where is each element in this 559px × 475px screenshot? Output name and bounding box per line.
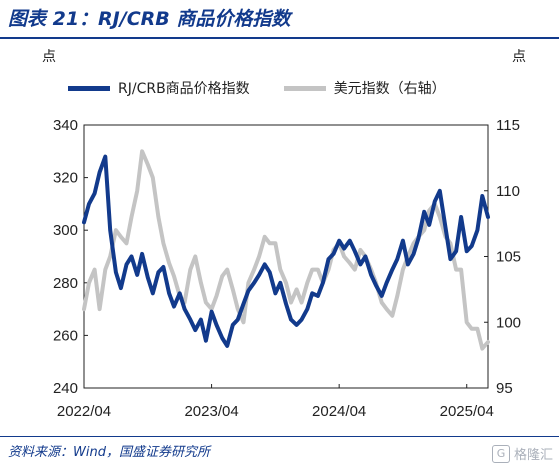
legend-swatch-crb [68, 85, 110, 91]
left-axis-tick-label: 340 [53, 117, 78, 134]
right-axis-tick-label: 105 [496, 249, 521, 266]
left-axis-tick-label: 240 [53, 380, 78, 397]
g-logo-icon: G [491, 444, 510, 463]
watermark: G 格隆汇 [491, 444, 553, 463]
x-axis-tick-label: 2025/04 [440, 403, 494, 420]
left-axis-tick-label: 260 [53, 327, 78, 344]
x-axis-tick-label: 2022/04 [57, 403, 111, 420]
right-axis-tick-label: 100 [496, 314, 521, 331]
left-axis-tick-label: 320 [53, 170, 78, 187]
right-axis-tick-label: 115 [496, 117, 520, 134]
left-axis-tick-label: 280 [53, 275, 78, 292]
left-axis-tick-label: 300 [53, 222, 78, 239]
legend-label-dxy: 美元指数（右轴） [333, 81, 446, 97]
source-note: 资料来源：Wind，国盛证券研究所 [8, 445, 210, 460]
watermark-text: 格隆汇 [513, 448, 553, 463]
x-axis-tick-label: 2024/04 [312, 403, 366, 420]
right-axis-tick-label: 110 [496, 183, 520, 200]
series-line-dxy [82, 149, 490, 351]
left-axis-unit: 点 [42, 49, 56, 65]
right-axis-unit: 点 [512, 49, 526, 65]
legend: RJ/CRB商品价格指数 美元指数（右轴） [68, 78, 480, 98]
legend-item-dxy: 美元指数（右轴） [283, 78, 446, 98]
title-rule [0, 37, 559, 39]
x-axis-tick-label: 2023/04 [184, 403, 238, 420]
legend-item-crb: RJ/CRB商品价格指数 [68, 78, 250, 98]
legend-swatch-dxy [283, 85, 326, 91]
figure-title: 图表 21：RJ/CRB 商品价格指数 [8, 8, 291, 30]
right-axis-tick-label: 95 [496, 380, 513, 397]
series-line-crb [82, 154, 490, 348]
legend-label-crb: RJ/CRB商品价格指数 [118, 81, 250, 97]
source-rule [0, 436, 559, 437]
